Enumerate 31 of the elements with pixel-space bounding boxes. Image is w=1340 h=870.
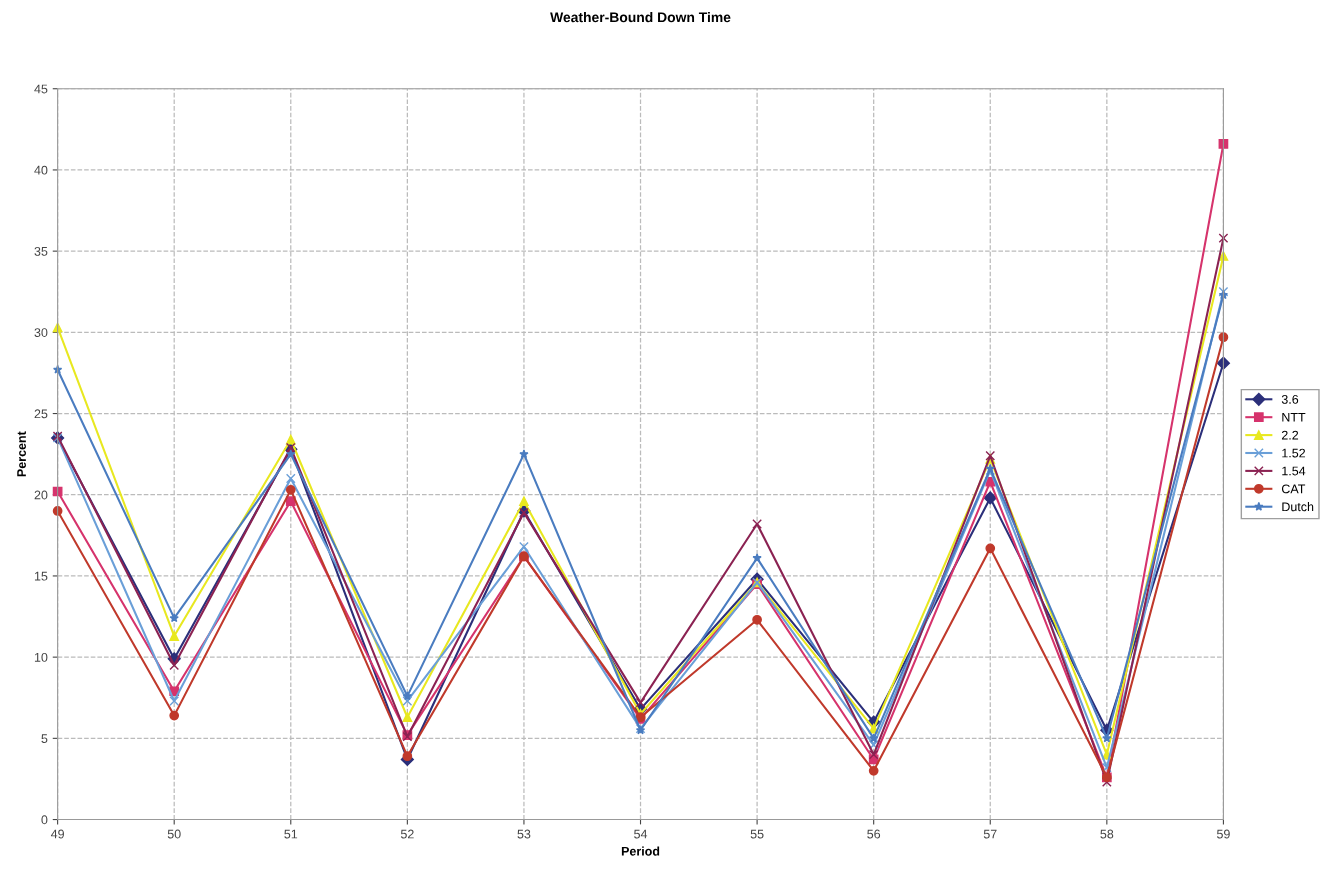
legend-label: 2.2 xyxy=(1281,430,1299,440)
y-tick-label: 15 xyxy=(34,571,48,581)
x-tick-label: 55 xyxy=(750,829,764,839)
x-axis-title: Period xyxy=(621,846,660,856)
x-tick-label: 51 xyxy=(284,829,298,839)
x-tick-label: 52 xyxy=(400,829,414,839)
x-tick-label: 57 xyxy=(983,829,997,839)
legend-label: Dutch xyxy=(1282,502,1314,512)
x-tick-label: 49 xyxy=(50,829,64,839)
legend-label: 1.52 xyxy=(1282,448,1306,458)
y-tick-label: 5 xyxy=(41,734,48,743)
legend-label: NTT xyxy=(1282,412,1306,422)
x-tick-label: 50 xyxy=(167,829,181,839)
x-tick-label: 59 xyxy=(1216,829,1230,839)
y-tick-label: 20 xyxy=(34,490,48,500)
y-tick-label: 45 xyxy=(34,84,48,94)
y-axis-title: Percent xyxy=(17,431,26,477)
y-tick-label: 25 xyxy=(34,409,48,419)
y-tick-label: 0 xyxy=(41,815,48,825)
x-tick-label: 54 xyxy=(634,829,648,839)
y-tick-label: 35 xyxy=(34,246,48,256)
x-tick-label: 53 xyxy=(517,829,531,839)
x-tick-label: 56 xyxy=(867,829,881,839)
legend-label: 3.6 xyxy=(1281,394,1299,404)
y-tick-label: 40 xyxy=(34,165,48,175)
legend-label: CAT xyxy=(1281,484,1306,494)
y-tick-label: 30 xyxy=(34,328,48,337)
chart-title: Weather-Bound Down Time xyxy=(550,12,731,23)
legend-label: 1.54 xyxy=(1282,466,1306,476)
x-tick-label: 58 xyxy=(1100,829,1114,839)
y-tick-label: 10 xyxy=(34,652,48,662)
